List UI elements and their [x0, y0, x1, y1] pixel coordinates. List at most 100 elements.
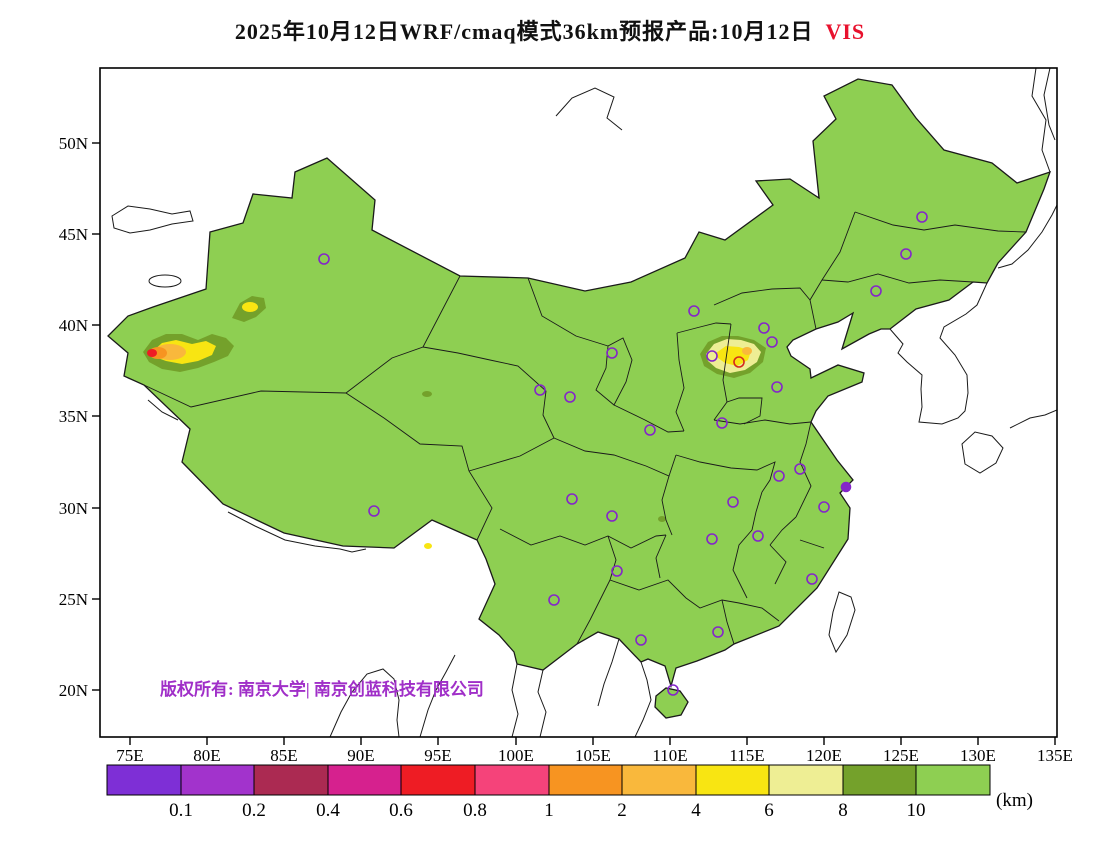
- colorbar-segment: [621, 764, 697, 796]
- lat-tick-label: 25N: [59, 590, 88, 609]
- visibility-patches-under-1km: [147, 349, 157, 357]
- tarim-upper-yellow: [242, 302, 258, 312]
- colorbar-segment: [327, 764, 402, 796]
- colorbar-tick-label: 0.1: [169, 800, 193, 821]
- russia-pacific-coast: [997, 204, 1057, 269]
- city-marker: [727, 496, 739, 508]
- city-marker: [771, 381, 783, 393]
- sakhalin-coast: [1043, 68, 1056, 141]
- map-area: 版权所有: 南京大学| 南京创蓝科技有限公司: [107, 68, 1057, 737]
- city-marker: [716, 417, 728, 429]
- hebei-orange-spot: [742, 347, 752, 355]
- lat-axis-labels: 50N 45N 40N 35N 30N 25N 20N: [59, 134, 88, 700]
- colorbar-tick-label: 8: [838, 800, 848, 821]
- lon-tick-label: 90E: [347, 746, 374, 765]
- city-marker: [766, 336, 778, 348]
- city-marker: [916, 211, 928, 223]
- colorbar-tick-label: 2: [617, 800, 627, 821]
- colorbar-segment: [400, 764, 476, 796]
- city-marker: [818, 501, 830, 513]
- city-marker: [606, 510, 618, 522]
- colorbar-tick-label: 0.4: [316, 800, 340, 821]
- city-marker: [712, 626, 724, 638]
- colorbar-tick-label: 0.8: [463, 800, 487, 821]
- nepal-bhutan-border: [227, 511, 367, 553]
- lon-tick-label: 75E: [116, 746, 143, 765]
- colorbar-tick-label: 4: [691, 800, 701, 821]
- colorbar-labels: 0.1 0.2 0.4 0.6 0.8 1 2 4 6 8 10 (km): [169, 790, 1033, 821]
- city-marker-shanghai-filled: [840, 481, 852, 493]
- colorbar-tick-label: 0.6: [389, 800, 413, 821]
- lon-tick-label: 120E: [806, 746, 842, 765]
- lat-tick-label: 35N: [59, 407, 88, 426]
- lon-tick-label: 110E: [652, 746, 687, 765]
- china-landmass: [107, 78, 1052, 719]
- colorbar-tick-label: 1: [544, 800, 554, 821]
- city-marker: [611, 565, 623, 577]
- korea-peninsula-outline: [889, 282, 988, 425]
- lat-tick-label: 50N: [59, 134, 88, 153]
- province-boundaries: [143, 211, 1027, 645]
- city-marker: [900, 248, 912, 260]
- vietnam-coast: [634, 661, 652, 737]
- colorbar-tick-label: 10: [907, 800, 926, 821]
- laos-border: [597, 638, 620, 707]
- city-marker: [706, 533, 718, 545]
- lake-issyk-kul: [148, 274, 182, 288]
- colorbar-segment: [474, 764, 550, 796]
- lon-tick-label: 95E: [424, 746, 451, 765]
- lat-tick-label: 30N: [59, 499, 88, 518]
- city-markers: [318, 211, 928, 696]
- lon-tick-label: 135E: [1037, 746, 1073, 765]
- city-marker: [566, 493, 578, 505]
- lon-tick-label: 115E: [729, 746, 764, 765]
- thailand-border: [511, 663, 519, 737]
- city-marker: [606, 347, 618, 359]
- honshu-edge: [1009, 409, 1057, 429]
- qinghai-spot: [422, 391, 432, 397]
- colorbar-tick-label: 6: [764, 800, 774, 821]
- city-marker: [318, 253, 330, 265]
- lon-tick-label: 80E: [193, 746, 220, 765]
- hainan-island: [654, 687, 689, 719]
- city-marker: [806, 573, 818, 585]
- city-marker: [635, 634, 647, 646]
- lon-tick-label: 125E: [883, 746, 919, 765]
- foreign-coastlines: [111, 68, 1057, 737]
- city-marker: [706, 350, 718, 362]
- axis-ticks: [92, 142, 1056, 745]
- title-variable-vis: VIS: [825, 19, 866, 44]
- tibet-edge-spot: [424, 543, 432, 549]
- city-marker: [548, 594, 560, 606]
- city-marker: [752, 530, 764, 542]
- myanmar-border-west: [537, 669, 547, 737]
- copyright-text: 版权所有: 南京大学| 南京创蓝科技有限公司: [160, 679, 484, 699]
- city-marker: [688, 305, 700, 317]
- colorbar: [106, 764, 991, 796]
- city-marker: [564, 391, 576, 403]
- title-text: 2025年10月12日WRF/cmaq模式36km预报产品:10月12日: [234, 19, 814, 44]
- lake-balkhash: [111, 205, 194, 234]
- lon-axis-labels: 75E 80E 85E 90E 95E 100E 105E 110E 115E …: [116, 746, 1073, 765]
- colorbar-segment: [915, 764, 991, 796]
- city-marker: [534, 384, 546, 396]
- colorbar-tick-label: 0.2: [242, 800, 266, 821]
- city-marker: [644, 424, 656, 436]
- city-marker-shijiazhuang: [733, 356, 745, 368]
- lake-baikal-tip: [555, 87, 623, 131]
- colorbar-segment: [180, 764, 255, 796]
- myanmar-coast: [419, 654, 456, 737]
- lat-tick-label: 20N: [59, 681, 88, 700]
- city-marker: [758, 322, 770, 334]
- tatar-strait-coast: [1031, 68, 1051, 173]
- kyushu-island: [961, 431, 1004, 474]
- colorbar-segment: [768, 764, 844, 796]
- china-border-outline: [107, 78, 1052, 689]
- city-marker: [667, 684, 679, 696]
- colorbar-segment: [253, 764, 329, 796]
- kashmir-border: [147, 399, 179, 421]
- colorbar-segment: [548, 764, 623, 796]
- lat-tick-label: 40N: [59, 316, 88, 335]
